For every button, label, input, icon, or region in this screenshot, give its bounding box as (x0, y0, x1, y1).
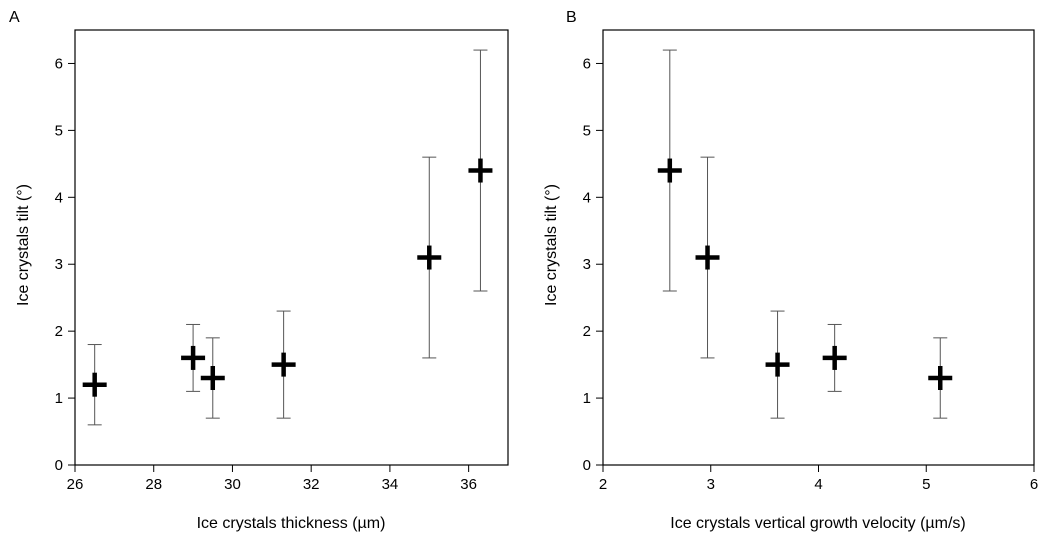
panel-b-data-point (765, 352, 790, 377)
panel-a-ylabel: Ice crystals tilt (°) (15, 184, 32, 306)
panel-b-plot-frame (602, 29, 1035, 466)
panel-a-y-tick-label: 6 (55, 55, 63, 72)
panel-a-label: A (9, 9, 20, 26)
panel-b-x-tick-label: 6 (1030, 476, 1038, 493)
panel-a-y-tick-label: 3 (55, 256, 63, 273)
panel-a-y-tick-label: 1 (55, 390, 63, 407)
panel-b-data-point (695, 245, 720, 270)
panel-b-y-tick-label: 2 (583, 323, 591, 340)
panel-a-y-tick-label: 2 (55, 323, 63, 340)
panel-a-y-tick-label: 0 (55, 457, 63, 474)
panel-a-x-tick-label: 32 (303, 476, 320, 493)
panel-b-y-tick-label: 4 (583, 189, 591, 206)
panel-a-data-point (82, 372, 107, 397)
panel-b-data-point (822, 345, 847, 370)
panel-b-data-point (657, 158, 682, 183)
panel-a-x-tick-label: 34 (382, 476, 399, 493)
panel-a-xlabel: Ice crystals thickness (µm) (197, 515, 386, 532)
panel-a-data-point (468, 158, 493, 183)
panel-b-x-tick-label: 4 (814, 476, 822, 493)
panel-b-x-tick-label: 5 (922, 476, 930, 493)
panel-b-y-tick-label: 5 (583, 122, 591, 139)
panel-a-data-point (181, 345, 206, 370)
panel-a-x-tick-label: 36 (460, 476, 477, 493)
panel-b: B Ice crystals vertical growth velocity … (543, 9, 1038, 532)
panel-b-y-tick-label: 3 (583, 256, 591, 273)
panel-b-xlabel: Ice crystals vertical growth velocity (µ… (670, 515, 966, 532)
panel-b-ylabel: Ice crystals tilt (°) (543, 184, 560, 306)
panel-b-y-tick-label: 0 (583, 457, 591, 474)
panel-a-data-point (200, 366, 225, 390)
panel-b-y-tick-label: 6 (583, 55, 591, 72)
panel-a-data-point (271, 352, 296, 377)
panel-b-x-tick-label: 2 (599, 476, 607, 493)
panel-a-x-tick-label: 28 (145, 476, 162, 493)
panel-a-plot-frame (74, 29, 509, 466)
panel-a-x-tick-label: 30 (224, 476, 241, 493)
panel-a-y-tick-label: 4 (55, 189, 63, 206)
panel-b-label: B (566, 9, 577, 26)
panel-a-y-tick-label: 5 (55, 122, 63, 139)
panel-b-data-point (928, 366, 953, 390)
panel-a: A Ice crystals thickness (µm) Ice crysta… (9, 9, 509, 532)
panel-a-x-tick-label: 26 (67, 476, 84, 493)
panel-b-y-tick-label: 1 (583, 390, 591, 407)
panel-a-data-point (417, 245, 442, 270)
panel-b-x-tick-label: 3 (707, 476, 715, 493)
